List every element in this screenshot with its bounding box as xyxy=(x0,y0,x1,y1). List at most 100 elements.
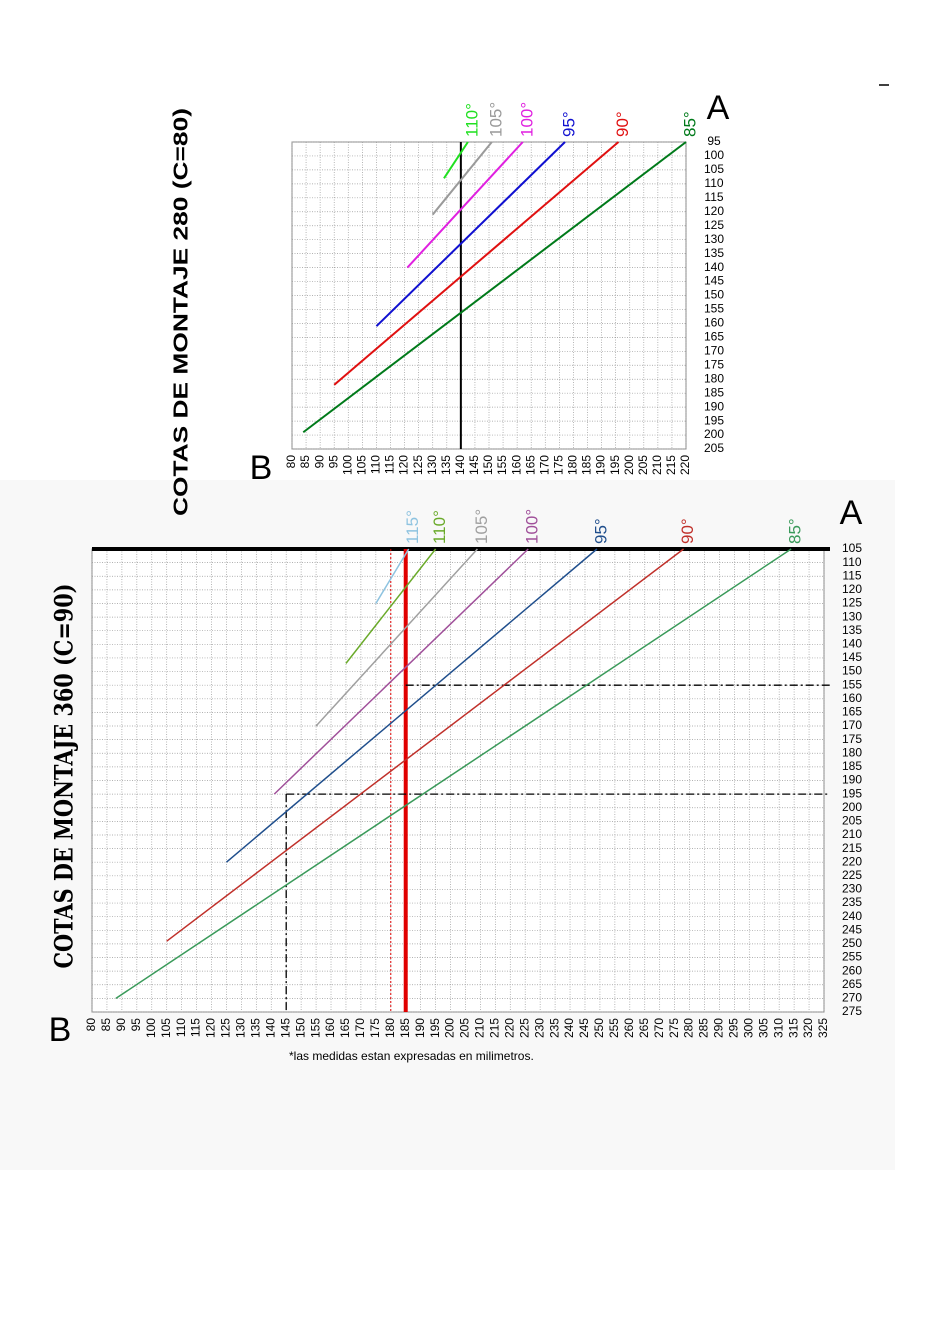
x-tick-label: 80 xyxy=(284,455,298,469)
x-tick-label: 90 xyxy=(114,1018,128,1032)
x-tick-label: 95 xyxy=(326,455,340,469)
y-tick-label: 155 xyxy=(842,677,862,691)
y-tick-label: 215 xyxy=(842,841,862,855)
series-label: 95° xyxy=(559,111,578,137)
x-tick-label: 215 xyxy=(664,455,678,475)
x-tick-label: 165 xyxy=(338,1018,352,1038)
x-tick-label: 275 xyxy=(667,1018,681,1038)
chart-title: COTAS DE MONTAJE 280 (C=80) xyxy=(170,108,192,516)
y-tick-label: 185 xyxy=(842,759,862,773)
x-tick-label: 155 xyxy=(495,455,509,475)
y-tick-label: 130 xyxy=(704,232,724,246)
y-tick-label: 145 xyxy=(842,650,862,664)
series-label: 85° xyxy=(786,518,805,544)
y-tick-label: 110 xyxy=(842,555,861,569)
x-tick-label: 325 xyxy=(816,1018,830,1038)
series-line xyxy=(443,141,469,179)
series-line xyxy=(375,548,410,604)
x-tick-label: 80 xyxy=(84,1018,98,1032)
x-tick-label: 140 xyxy=(263,1018,277,1038)
x-tick-label: 215 xyxy=(488,1018,502,1038)
y-tick-label: 270 xyxy=(842,991,862,1005)
series-label: 110° xyxy=(462,103,481,137)
series-line xyxy=(375,141,566,327)
x-tick-label: 200 xyxy=(622,455,636,475)
x-tick-label: 115 xyxy=(189,1018,203,1037)
y-tick-label: 110 xyxy=(704,176,723,190)
x-tick-label: 185 xyxy=(580,455,594,475)
y-tick-label: 175 xyxy=(704,357,724,371)
y-tick-label: 190 xyxy=(704,399,724,413)
x-tick-label: 185 xyxy=(398,1018,412,1038)
x-tick-label: 105 xyxy=(159,1018,173,1038)
series-label: 95° xyxy=(591,518,610,544)
y-tick-label: 190 xyxy=(842,773,862,787)
x-tick-label: 205 xyxy=(636,455,650,475)
series-line xyxy=(333,141,620,386)
x-tick-label: 170 xyxy=(537,455,551,475)
x-tick-label: 145 xyxy=(278,1018,292,1038)
series-line xyxy=(273,548,529,795)
x-tick-label: 100 xyxy=(144,1018,158,1038)
x-tick-label: 230 xyxy=(532,1018,546,1038)
x-tick-label: 300 xyxy=(741,1018,755,1038)
series-line xyxy=(115,548,792,1000)
series-label: 90° xyxy=(613,111,632,137)
y-tick-label: 180 xyxy=(842,745,862,759)
x-axis-label: B xyxy=(49,1011,72,1049)
series-line xyxy=(345,548,437,664)
x-tick-label: 235 xyxy=(547,1018,561,1038)
y-tick-label: 225 xyxy=(842,868,862,882)
y-tick-label: 145 xyxy=(704,274,724,288)
series-label: 90° xyxy=(678,518,697,544)
y-tick-label: 155 xyxy=(704,302,724,316)
y-tick-label: 160 xyxy=(704,316,724,330)
x-tick-label: 100 xyxy=(340,455,354,475)
y-tick-label: 210 xyxy=(842,827,862,841)
y-tick-label: 95 xyxy=(707,134,721,148)
x-tick-label: 250 xyxy=(592,1018,606,1038)
x-tick-label: 270 xyxy=(652,1018,666,1038)
x-tick-label: 170 xyxy=(353,1018,367,1038)
y-tick-label: 170 xyxy=(704,343,724,357)
y-axis-label: A xyxy=(840,494,863,532)
chart-title: COTAS DE MONTAJE 360 (C=90) xyxy=(50,584,79,969)
series-label: 100° xyxy=(517,102,536,137)
x-tick-label: 180 xyxy=(566,455,580,475)
y-tick-label: 260 xyxy=(842,963,862,977)
x-tick-label: 265 xyxy=(637,1018,651,1038)
x-tick-label: 115 xyxy=(383,455,397,474)
y-tick-label: 165 xyxy=(704,330,724,344)
y-tick-label: 140 xyxy=(704,260,724,274)
x-tick-label: 155 xyxy=(308,1018,322,1038)
y-tick-label: 185 xyxy=(704,385,724,399)
x-tick-label: 180 xyxy=(383,1018,397,1038)
series-label: 85° xyxy=(680,111,699,137)
x-tick-label: 175 xyxy=(552,455,566,475)
y-tick-label: 205 xyxy=(842,814,862,828)
series-label: 100° xyxy=(523,509,542,544)
x-tick-label: 110 xyxy=(174,1018,188,1037)
series-label: 105° xyxy=(486,102,505,137)
y-tick-label: 200 xyxy=(704,427,724,441)
y-tick-label: 130 xyxy=(842,609,862,623)
y-tick-label: 265 xyxy=(842,977,862,991)
y-tick-label: 275 xyxy=(842,1004,862,1018)
y-tick-label: 125 xyxy=(704,218,724,232)
x-tick-label: 240 xyxy=(562,1018,576,1038)
y-tick-label: 170 xyxy=(842,718,862,732)
x-tick-label: 305 xyxy=(756,1018,770,1038)
x-tick-label: 315 xyxy=(786,1018,800,1038)
y-tick-label: 165 xyxy=(842,705,862,719)
y-tick-label: 140 xyxy=(842,636,862,650)
y-tick-label: 175 xyxy=(842,732,862,746)
y-tick-label: 195 xyxy=(842,786,862,800)
x-axis-label: B xyxy=(250,449,273,487)
x-tick-label: 105 xyxy=(355,455,369,475)
x-tick-label: 165 xyxy=(523,455,537,475)
x-tick-label: 95 xyxy=(129,1018,143,1032)
y-axis-label: A xyxy=(707,89,730,127)
x-tick-label: 120 xyxy=(397,455,411,475)
y-tick-label: 205 xyxy=(704,441,724,455)
